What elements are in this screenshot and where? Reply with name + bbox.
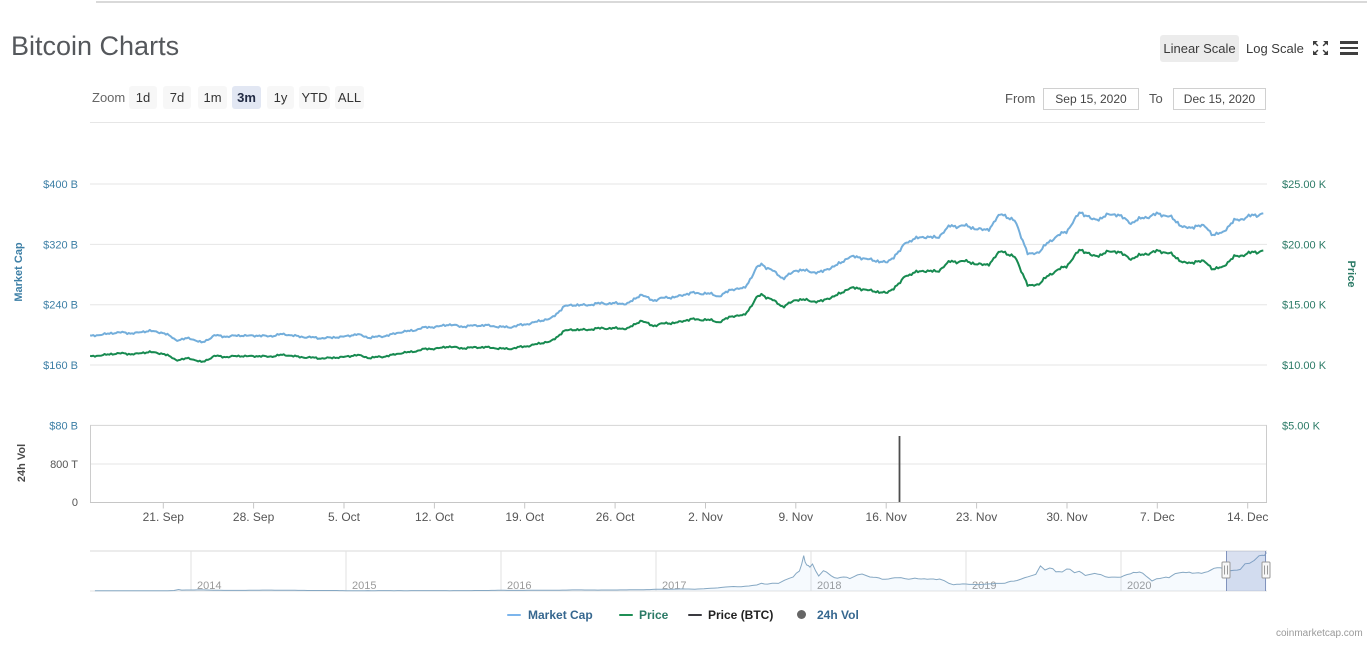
- svg-text:$20.00 K: $20.00 K: [1282, 239, 1327, 251]
- svg-text:2019: 2019: [972, 580, 996, 592]
- svg-text:2016: 2016: [507, 580, 531, 592]
- svg-text:$5.00 K: $5.00 K: [1282, 420, 1321, 432]
- svg-text:0: 0: [72, 497, 78, 509]
- svg-text:16. Nov: 16. Nov: [866, 510, 907, 524]
- svg-text:5. Oct: 5. Oct: [328, 510, 361, 524]
- svg-text:2. Nov: 2. Nov: [688, 510, 723, 524]
- svg-text:$10.00 K: $10.00 K: [1282, 360, 1327, 372]
- svg-text:Market Cap: Market Cap: [13, 242, 25, 302]
- svg-text:30. Nov: 30. Nov: [1046, 510, 1087, 524]
- svg-text:$400 B: $400 B: [43, 179, 78, 191]
- svg-text:$320 B: $320 B: [43, 239, 78, 251]
- svg-text:$80 B: $80 B: [49, 420, 78, 432]
- svg-text:800 T: 800 T: [50, 459, 78, 471]
- svg-text:$240 B: $240 B: [43, 300, 78, 312]
- svg-text:$25.00 K: $25.00 K: [1282, 179, 1327, 191]
- svg-text:2015: 2015: [352, 580, 376, 592]
- svg-text:9. Nov: 9. Nov: [778, 510, 813, 524]
- svg-text:Price: Price: [1345, 261, 1357, 288]
- svg-text:$160 B: $160 B: [43, 360, 78, 372]
- svg-text:23. Nov: 23. Nov: [956, 510, 997, 524]
- svg-text:26. Oct: 26. Oct: [596, 510, 635, 524]
- svg-text:7. Dec: 7. Dec: [1140, 510, 1175, 524]
- svg-text:14. Dec: 14. Dec: [1227, 510, 1268, 524]
- svg-text:28. Sep: 28. Sep: [233, 510, 275, 524]
- svg-text:2018: 2018: [817, 580, 841, 592]
- svg-text:$15.00 K: $15.00 K: [1282, 300, 1327, 312]
- svg-text:19. Oct: 19. Oct: [505, 510, 544, 524]
- svg-text:24h Vol: 24h Vol: [16, 444, 28, 482]
- svg-text:12. Oct: 12. Oct: [415, 510, 454, 524]
- svg-text:2014: 2014: [197, 580, 221, 592]
- svg-text:2020: 2020: [1127, 580, 1151, 592]
- svg-text:21. Sep: 21. Sep: [143, 510, 185, 524]
